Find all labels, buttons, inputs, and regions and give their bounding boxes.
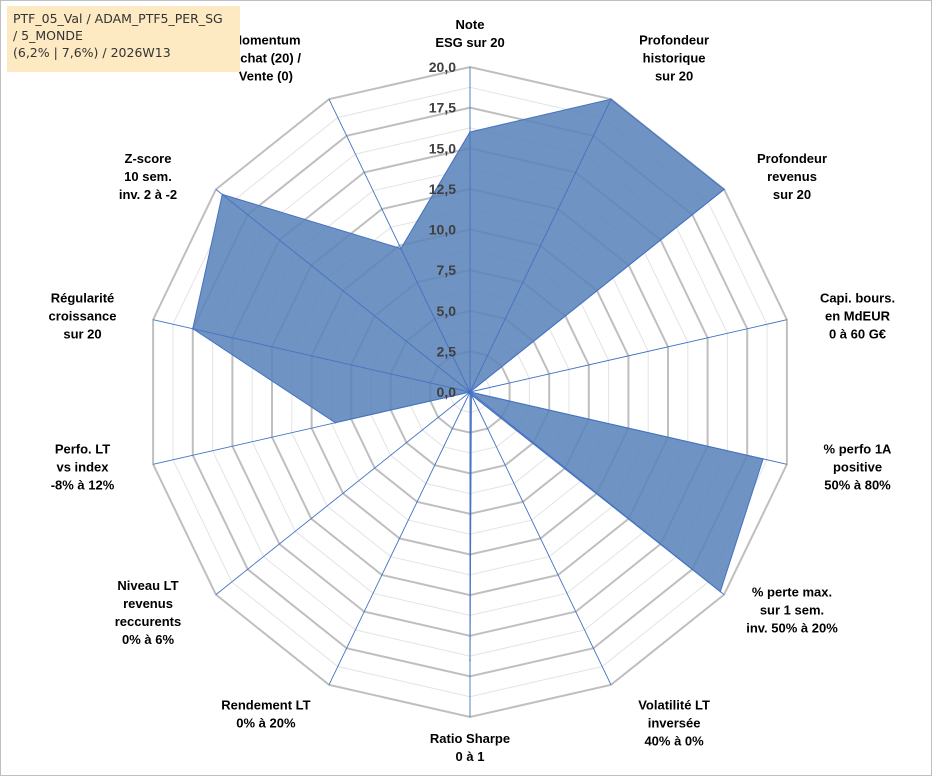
category-label-line: revenus	[123, 596, 173, 611]
tick-label: 2,5	[437, 343, 457, 359]
category-label-line: sur 20	[773, 187, 811, 202]
axis-spoke	[469, 99, 612, 393]
series-info-line-3: (6,2% | 7,6%) / 2026W13	[13, 45, 171, 60]
category-label-line: 0 à 1	[456, 749, 485, 764]
category-label-line: croissance	[49, 309, 117, 324]
category-label-line: -8% à 12%	[51, 477, 115, 492]
series-info-line-1: PTF_05_Val / ADAM_PTF5_PER_SG	[13, 11, 223, 26]
category-label: Note ESG sur 20	[435, 17, 504, 50]
category-label-line: Profondeur	[757, 151, 827, 166]
category-label-line: Capi. bours.	[820, 291, 895, 306]
category-label-line: 50% à 80%	[824, 477, 891, 492]
category-label-line: inversée	[648, 715, 701, 730]
category-label-line: Perfo. LT	[55, 441, 110, 456]
data-point	[469, 659, 471, 661]
tick-label: 5,0	[437, 303, 457, 319]
category-label: Ratio Sharpe 0 à 1	[430, 731, 510, 764]
axis-spoke	[152, 319, 471, 393]
category-label-line: Achat (20) /	[231, 51, 301, 66]
category-label: Capi. bours. en MdEUR 0 à 60 G€	[820, 291, 895, 342]
category-label-line: Note	[456, 17, 485, 32]
axis-spoke	[469, 391, 612, 685]
category-label-line: Vente (0)	[239, 69, 293, 84]
category-label-line: sur 20	[655, 69, 693, 84]
tick-label: 12,5	[429, 181, 456, 197]
tick-label: 20,0	[429, 59, 456, 75]
data-point	[723, 188, 725, 191]
category-label-line: sur 1 sem.	[760, 603, 824, 618]
data-point	[470, 394, 473, 396]
category-label-line: Rendement LT	[221, 697, 310, 712]
axis-spoke	[469, 391, 725, 595]
tick-label: 10,0	[429, 222, 456, 238]
category-label-line: reccurents	[115, 614, 181, 629]
category-label: Perfo. LT vs index -8% à 12%	[51, 441, 115, 492]
tick-label: 15,0	[429, 140, 456, 156]
series-info-box: PTF_05_Val / ADAM_PTF5_PER_SG / 5_MONDE …	[7, 6, 240, 72]
category-label: Profondeur revenus sur 20	[757, 151, 827, 202]
category-label-line: revenus	[767, 169, 817, 184]
data-point	[469, 391, 471, 393]
category-label-line: historique	[643, 51, 706, 66]
category-label-line: Profondeur	[639, 33, 709, 48]
axis-spoke	[469, 189, 725, 393]
tick-label: 17,5	[429, 100, 456, 116]
category-label-line: 10 sem.	[124, 169, 172, 184]
category-label-line: vs index	[56, 459, 109, 474]
category-label: Momentum Achat (20) / Vente (0)	[231, 33, 301, 84]
category-label-line: Régularité	[51, 291, 115, 306]
data-point	[334, 421, 337, 424]
category-label-line: Niveau LT	[117, 578, 178, 593]
axis-spoke	[215, 391, 471, 595]
category-label: Rendement LT 0% à 20%	[221, 697, 310, 730]
category-label-line: 40% à 0%	[644, 733, 704, 748]
category-label-line: ESG sur 20	[435, 35, 504, 50]
category-label: Profondeur historique sur 20	[639, 33, 709, 84]
category-label-line: 0% à 20%	[236, 715, 296, 730]
data-point	[221, 193, 224, 196]
tick-label: 0,0	[437, 384, 457, 400]
category-label-line: Momentum	[231, 33, 300, 48]
axis-spoke	[328, 99, 471, 393]
category-label-line: en MdEUR	[825, 309, 891, 324]
category-label-line: positive	[833, 459, 882, 474]
category-label: Niveau LT revenus reccurents 0% à 6%	[115, 578, 181, 647]
axis-spoke	[215, 189, 471, 393]
series-area	[192, 98, 764, 661]
axis-spoke	[469, 319, 788, 393]
data-point	[762, 458, 764, 460]
category-label-line: 0% à 6%	[122, 632, 174, 647]
category-label: Z-score 10 sem. inv. 2 à -2	[119, 151, 177, 202]
category-label-line: 0 à 60 G€	[829, 327, 886, 342]
category-label: % perte max. sur 1 sem. inv. 50% à 20%	[746, 585, 838, 636]
data-point	[610, 98, 612, 100]
data-point	[719, 590, 722, 593]
category-label-line: Volatilité LT	[638, 697, 710, 712]
axis-spoke	[469, 391, 788, 465]
category-label-line: Z-score	[125, 151, 172, 166]
category-label-line: Ratio Sharpe	[430, 731, 510, 746]
category-label-line: % perte max.	[752, 585, 832, 600]
category-label-line: inv. 2 à -2	[119, 187, 177, 202]
category-label-line: sur 20	[63, 327, 101, 342]
category-label: Régularité croissance sur 20	[49, 291, 117, 342]
category-label-line: inv. 50% à 20%	[746, 621, 838, 636]
data-point	[469, 131, 471, 133]
tick-label: 7,5	[437, 262, 457, 278]
axis-spoke	[328, 391, 471, 685]
category-label: Volatilité LT inversée 40% à 0%	[638, 697, 710, 748]
series-info-line-2: / 5_MONDE	[13, 28, 83, 43]
category-label-line: % perfo 1A	[824, 441, 893, 456]
data-point	[400, 247, 402, 250]
axis-spoke	[152, 391, 471, 465]
data-point	[192, 327, 194, 330]
category-label: % perfo 1A positive 50% à 80%	[824, 441, 893, 492]
